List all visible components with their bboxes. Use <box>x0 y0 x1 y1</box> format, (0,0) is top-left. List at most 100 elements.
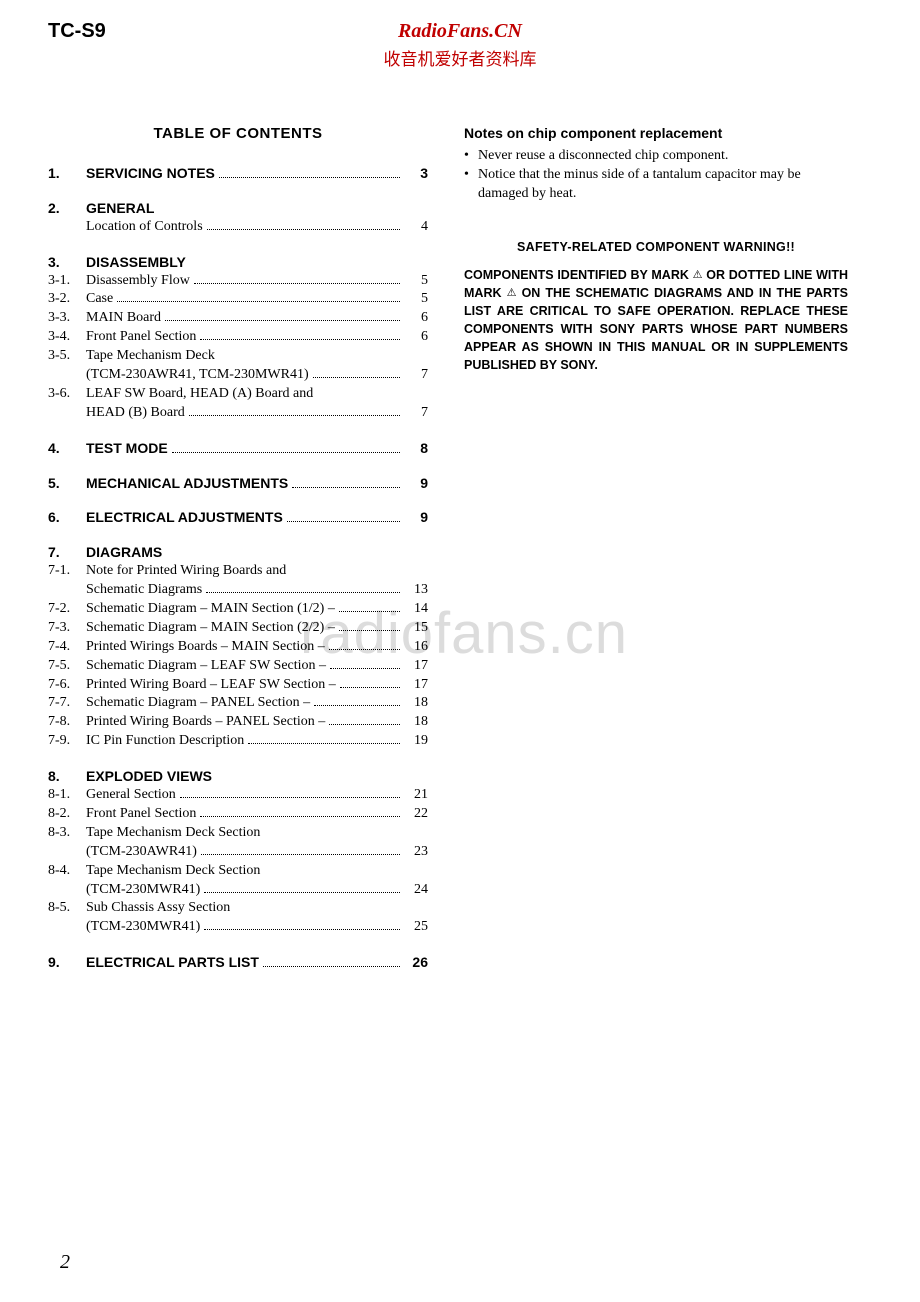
toc-label: ELECTRICAL ADJUSTMENTS <box>86 508 283 527</box>
toc-label: SERVICING NOTES <box>86 164 215 183</box>
toc-row: 7-6.Printed Wiring Board – LEAF SW Secti… <box>48 676 428 695</box>
toc-number: 7. <box>48 543 86 562</box>
toc-row: Schematic Diagrams 13 <box>48 581 428 600</box>
toc-row: (TCM-230MWR41)25 <box>48 918 428 937</box>
toc-row: Location of Controls4 <box>48 218 428 237</box>
toc-label: (TCM-230AWR41) <box>86 843 197 862</box>
toc-label: HEAD (B) Board <box>86 404 185 423</box>
toc-label: Printed Wiring Boards – PANEL Section – <box>86 713 325 732</box>
toc-row: 3-4.Front Panel Section6 <box>48 328 428 347</box>
toc-gap <box>48 937 428 953</box>
toc-number: 7-9. <box>48 732 86 751</box>
toc-row: HEAD (B) Board7 <box>48 404 428 423</box>
toc-page-number: 9 <box>404 474 428 493</box>
toc-number: 7-7. <box>48 694 86 713</box>
toc-row: (TCM-230AWR41)23 <box>48 843 428 862</box>
toc-number: 3-6. <box>48 385 86 404</box>
toc-gap <box>48 751 428 767</box>
toc-label: (TCM-230MWR41) <box>86 881 200 900</box>
bullet-icon: • <box>464 147 478 166</box>
toc-label: Schematic Diagram – MAIN Section (2/2) – <box>86 619 335 638</box>
warning-triangle-icon: ⚠ <box>507 286 517 302</box>
toc-label: EXPLODED VIEWS <box>86 767 212 786</box>
toc-leader-dots <box>172 452 400 453</box>
toc-leader-dots <box>287 521 400 522</box>
toc-page-number: 15 <box>404 619 428 638</box>
toc-page-number: 18 <box>404 713 428 732</box>
toc-row: 8.EXPLODED VIEWS <box>48 767 428 786</box>
toc-leader-dots <box>292 487 400 488</box>
toc-label: General Section <box>86 786 176 805</box>
toc-leader-dots <box>329 724 400 725</box>
toc-leader-dots <box>339 611 400 612</box>
bullet-text: Notice that the minus side of a tantalum… <box>478 166 848 204</box>
toc-gap <box>48 492 428 508</box>
toc-row: 7-5.Schematic Diagram – LEAF SW Section … <box>48 657 428 676</box>
toc-label: Schematic Diagrams <box>86 581 202 600</box>
content-columns: TABLE OF CONTENTS 1.SERVICING NOTES32.GE… <box>48 125 872 972</box>
toc-label: MAIN Board <box>86 309 161 328</box>
toc-leader-dots <box>339 630 400 631</box>
toc-number: 3-5. <box>48 347 86 366</box>
toc-page-number: 17 <box>404 657 428 676</box>
toc-page-number: 3 <box>404 164 428 183</box>
toc-row: 4.TEST MODE8 <box>48 439 428 458</box>
toc-row: 3-5.Tape Mechanism Deck <box>48 347 428 366</box>
toc-label: GENERAL <box>86 199 154 218</box>
toc-page-number: 7 <box>404 366 428 385</box>
model-number: TC-S9 <box>48 20 106 43</box>
toc-row: 7-7.Schematic Diagram – PANEL Section –1… <box>48 694 428 713</box>
toc-leader-dots <box>180 797 400 798</box>
note-bullet-line: •Notice that the minus side of a tantalu… <box>464 166 848 204</box>
toc-label: Note for Printed Wiring Boards and <box>86 562 286 581</box>
toc-leader-dots <box>248 743 400 744</box>
brand-chinese: 收音机爱好者资料库 <box>48 45 872 70</box>
toc-page-number: 24 <box>404 881 428 900</box>
toc-row: 8-2.Front Panel Section22 <box>48 805 428 824</box>
toc-label: Tape Mechanism Deck Section <box>86 862 260 881</box>
toc-row: 7-2.Schematic Diagram – MAIN Section (1/… <box>48 600 428 619</box>
toc-row: 6.ELECTRICAL ADJUSTMENTS9 <box>48 508 428 527</box>
toc-row: 3.DISASSEMBLY <box>48 253 428 272</box>
toc-leader-dots <box>263 966 400 967</box>
toc-number: 3-3. <box>48 309 86 328</box>
toc-row: 8-5.Sub Chassis Assy Section <box>48 899 428 918</box>
toc-page-number: 21 <box>404 786 428 805</box>
toc-gap <box>48 183 428 199</box>
toc-number: 8. <box>48 767 86 786</box>
toc-page-number: 13 <box>404 581 428 600</box>
toc-label: Location of Controls <box>86 218 203 237</box>
toc-gap <box>48 458 428 474</box>
toc-row: 3-6.LEAF SW Board, HEAD (A) Board and <box>48 385 428 404</box>
toc-number: 3-4. <box>48 328 86 347</box>
toc-row: 8-3.Tape Mechanism Deck Section <box>48 824 428 843</box>
toc-leader-dots <box>219 177 400 178</box>
toc-row: 3-2.Case5 <box>48 290 428 309</box>
note-bullet-line: •Never reuse a disconnected chip compone… <box>464 147 848 166</box>
toc-title: TABLE OF CONTENTS <box>48 125 428 142</box>
toc-number: 3-2. <box>48 290 86 309</box>
toc-row: 7-3.Schematic Diagram – MAIN Section (2/… <box>48 619 428 638</box>
toc-number: 4. <box>48 439 86 458</box>
toc-number: 5. <box>48 474 86 493</box>
toc-number: 7-6. <box>48 676 86 695</box>
toc-number: 7-3. <box>48 619 86 638</box>
toc-label: Printed Wirings Boards – MAIN Section – <box>86 638 325 657</box>
toc-number: 7-1. <box>48 562 86 581</box>
toc-leader-dots <box>200 816 400 817</box>
toc-leader-dots <box>314 705 400 706</box>
toc-label: TEST MODE <box>86 439 168 458</box>
toc-number: 8-1. <box>48 786 86 805</box>
toc-label: Disassembly Flow <box>86 272 190 291</box>
toc-label: Tape Mechanism Deck <box>86 347 215 366</box>
toc-leader-dots <box>313 377 400 378</box>
toc-leader-dots <box>330 668 400 669</box>
right-column: Notes on chip component replacement •Nev… <box>448 125 848 972</box>
toc-leader-dots <box>207 229 400 230</box>
toc-leader-dots <box>194 283 400 284</box>
toc-leader-dots <box>200 339 400 340</box>
toc-row: 9.ELECTRICAL PARTS LIST26 <box>48 953 428 972</box>
toc-number: 2. <box>48 199 86 218</box>
toc-row: 7-1.Note for Printed Wiring Boards and <box>48 562 428 581</box>
notes-title: Notes on chip component replacement <box>464 125 848 141</box>
